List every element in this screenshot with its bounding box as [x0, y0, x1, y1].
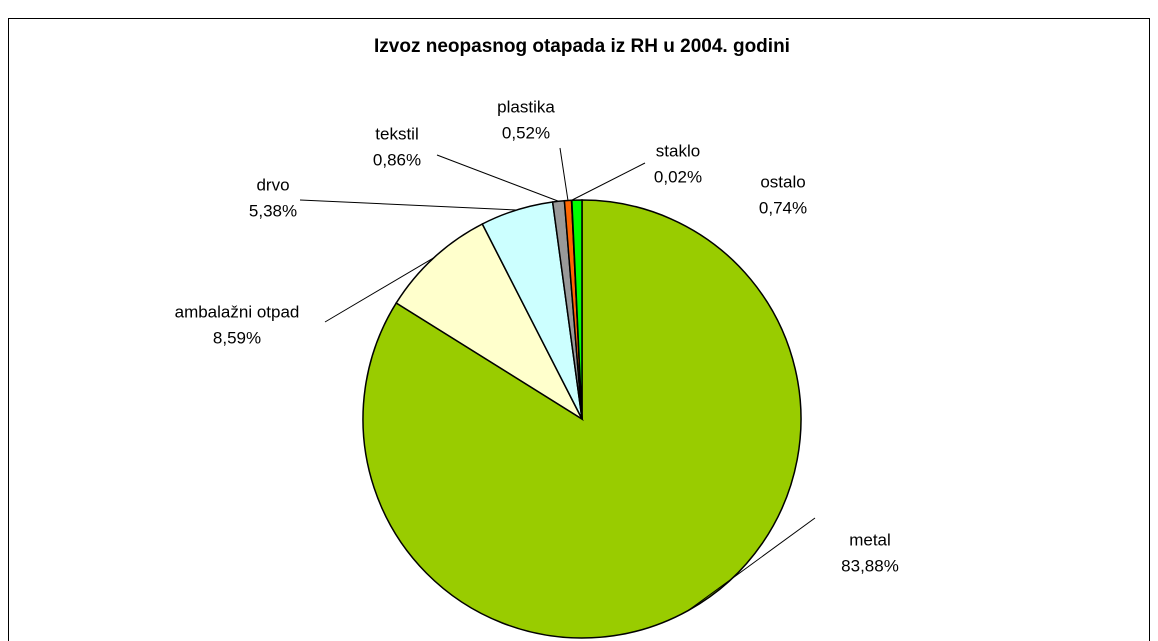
chart-title: Izvoz neopasnog otapada iz RH u 2004. go…	[374, 36, 790, 57]
leader-line	[324, 257, 435, 323]
slice-label: metal	[849, 530, 891, 549]
leader-line	[299, 199, 517, 211]
slice-label: ostalo	[760, 172, 805, 191]
slice-value: 5,38%	[249, 201, 297, 220]
slice-label: ambalažni otpad	[175, 302, 300, 321]
slice-value: 0,86%	[373, 150, 421, 169]
leader-line	[559, 147, 569, 201]
slice-label: plastika	[497, 97, 555, 116]
pie-slice	[395, 222, 584, 422]
slice-value: 0,02%	[654, 167, 702, 186]
leader-line	[436, 154, 559, 202]
slice-label: staklo	[656, 141, 700, 160]
leader-line	[687, 517, 816, 611]
leader-line	[571, 162, 646, 201]
slice-value: 0,52%	[502, 123, 550, 142]
slice-value: 8,59%	[213, 328, 261, 347]
pie-slice	[571, 199, 583, 420]
slice-label: drvo	[256, 175, 289, 194]
slice-value: 0,74%	[759, 198, 807, 217]
slice-label: tekstil	[375, 124, 418, 143]
slice-value: 83,88%	[841, 556, 899, 575]
